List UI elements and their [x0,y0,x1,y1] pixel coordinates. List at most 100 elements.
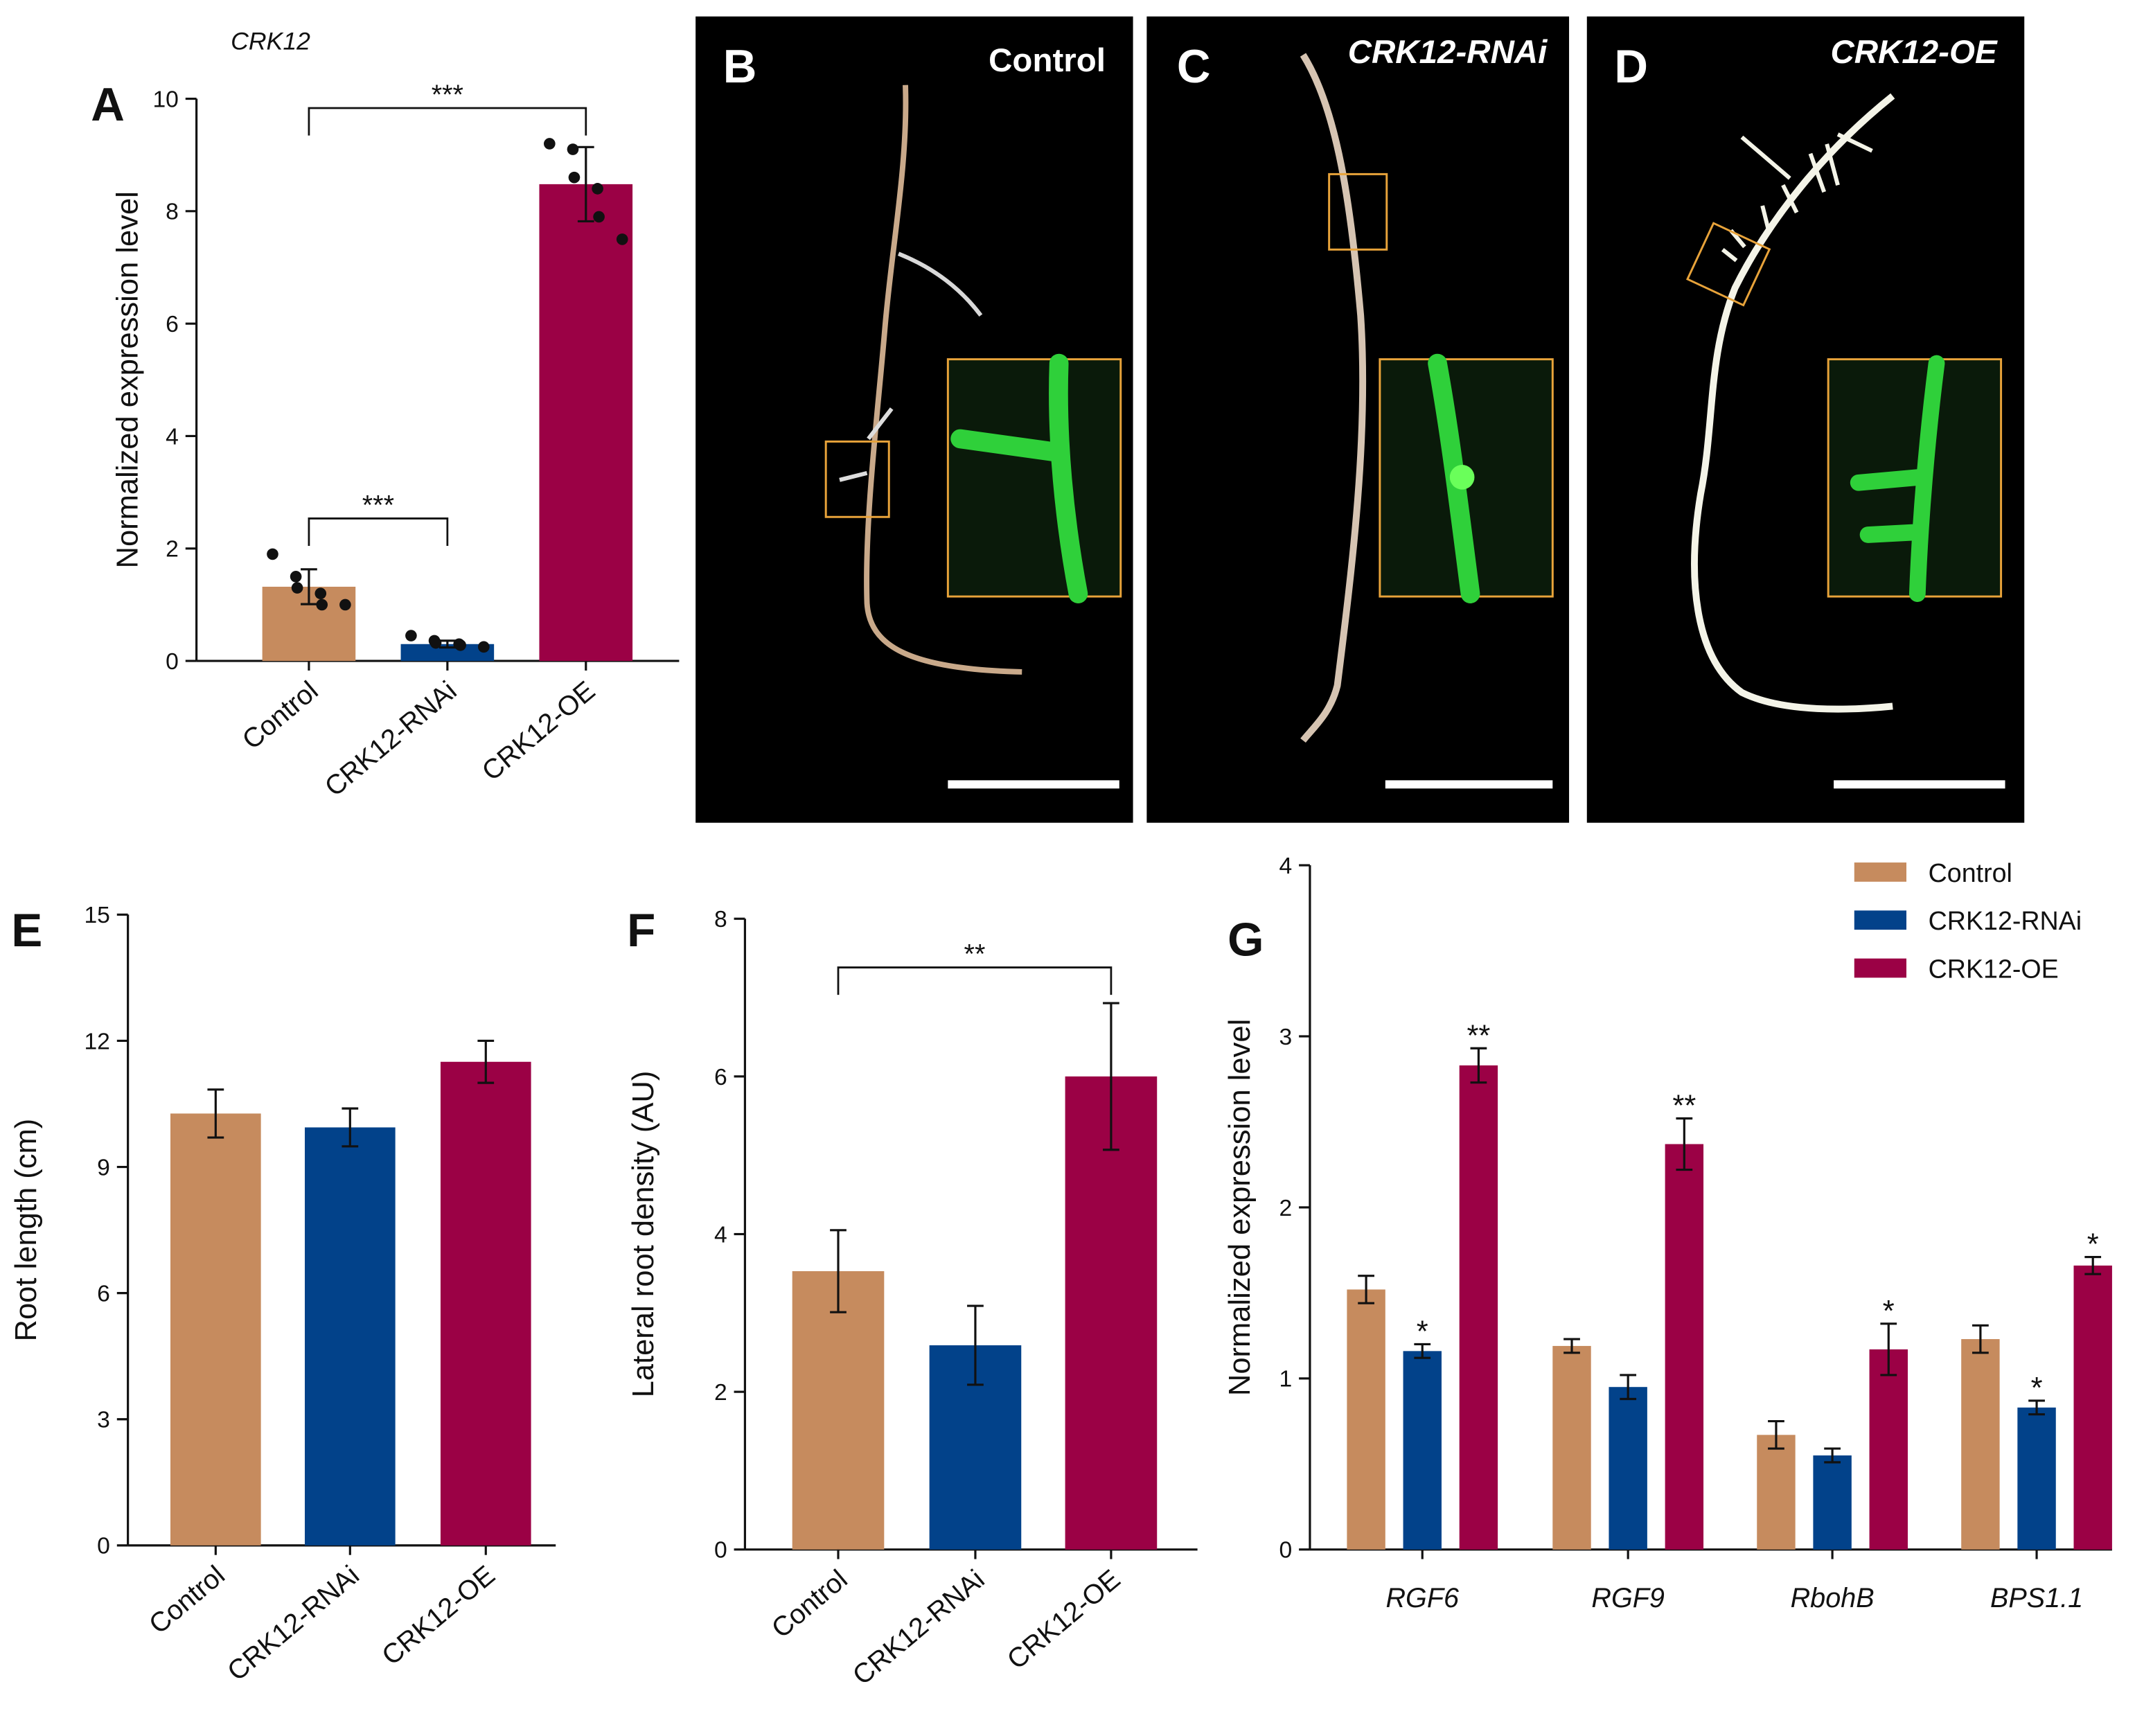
bar [1961,1339,2000,1550]
y-tick-label: 6 [166,312,179,337]
bar [792,1271,885,1550]
legend-label: CRK12-RNAi [1929,906,2082,935]
y-tick-label: 0 [714,1538,727,1564]
root [1300,53,1367,743]
legend-swatch [1854,958,1907,978]
bar [440,1061,531,1545]
x-tick-label: Control [143,1560,231,1640]
x-tick-label: RGF9 [1591,1583,1665,1613]
data-point [544,138,556,150]
error-bar [477,1039,495,1084]
inset [946,358,1122,598]
data-point [290,571,302,583]
error-bar [342,1107,359,1148]
panel-letter: D [1614,41,1648,93]
y-tick-label: 8 [714,907,727,932]
error-bar [301,568,317,605]
data-point [314,587,327,600]
x-tick-label: CRK12-RNAi [319,675,463,803]
y-tick-label: 2 [714,1380,727,1406]
y-tick-label: 9 [97,1155,110,1180]
bar [1347,1289,1385,1550]
error-bar [1414,1343,1431,1359]
bar [1065,1076,1158,1550]
x-tick-label: RbohB [1791,1583,1875,1613]
x-tick-label: CRK12-RNAi [847,1564,991,1691]
lateral-root [839,407,894,482]
panel-letter: A [91,79,125,131]
bar [1665,1144,1704,1550]
data-point [339,599,351,611]
data-point [568,171,581,184]
photo-label: CRK12-OE [1830,34,1998,71]
significance-label: * [2087,1228,2099,1261]
significance-label: * [1417,1316,1428,1349]
data-point [316,599,328,611]
data-point [592,183,603,195]
x-tick-label: CRK12-OE [1002,1564,1126,1675]
lateral-root [1721,132,1873,263]
bar [1869,1349,1908,1550]
significance-label: *** [432,80,463,110]
error-bar [207,1088,224,1139]
data-point [291,582,303,594]
data-point [567,143,579,155]
error-bar [1768,1420,1784,1450]
data-point [429,637,442,649]
y-axis-label: Root length (cm) [10,1119,43,1342]
bar [2073,1265,2112,1550]
bar [170,1113,261,1545]
bar [1403,1351,1442,1550]
panel-letter: B [723,41,757,93]
x-tick-label: CRK12-RNAi [222,1560,365,1688]
y-tick-label: 2 [166,537,179,563]
error-bar [577,145,594,223]
x-tick-label: Control [766,1564,853,1644]
significance-bracket [308,107,587,136]
y-tick-label: 4 [1279,853,1292,879]
error-bar [1620,1374,1637,1401]
error-bar [1824,1447,1841,1464]
y-axis-label: Normalized expression level [1223,1019,1257,1396]
significance-bracket [837,966,1113,995]
bar [2017,1407,2056,1550]
bar [1552,1345,1591,1550]
significance-label: ** [964,939,986,970]
photo-b: B Control [696,16,1133,823]
significance-label: ** [1672,1090,1696,1123]
bar [539,184,633,662]
legend-swatch [1854,910,1907,930]
photo-c: C CRK12-RNAi [1146,16,1570,823]
significance-label: ** [1467,1019,1490,1052]
root [1691,93,1895,713]
x-tick-label: CRK12-OE [376,1560,501,1672]
panel-letter: F [627,905,655,957]
y-tick-label: 3 [1279,1025,1292,1050]
inset-root [1850,355,1945,602]
photo-label: CRK12-RNAi [1348,34,1548,71]
zoom-box [1685,222,1771,307]
y-tick-label: 3 [97,1408,110,1433]
error-bar [967,1304,984,1386]
y-tick-label: 12 [84,1029,109,1054]
y-tick-label: 0 [1279,1538,1292,1564]
inset-root [950,353,1088,603]
significance-label: * [2031,1372,2043,1405]
x-tick-label: RGF6 [1385,1583,1460,1613]
y-tick-label: 4 [166,424,179,450]
zoom-box [1328,172,1388,251]
x-tick-label: CRK12-OE [476,675,601,787]
error-bar [438,639,456,649]
data-point [593,211,605,223]
bar [304,1127,396,1545]
error-bar [2084,1255,2102,1275]
error-bar [1972,1324,1989,1354]
photo-d: D CRK12-OE [1586,16,2025,823]
error-bar [1358,1275,1374,1304]
y-tick-label: 0 [166,649,179,675]
panel-letter: E [11,905,42,957]
lateral-root [897,251,983,317]
error-bar [830,1229,847,1313]
data-point [267,548,278,560]
data-point [405,630,417,641]
